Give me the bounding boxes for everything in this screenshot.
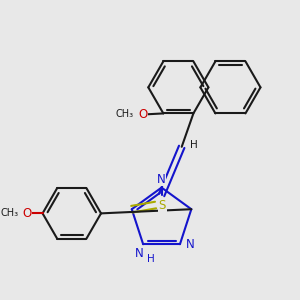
Text: CH₃: CH₃ bbox=[1, 208, 19, 218]
Text: N: N bbox=[186, 238, 195, 251]
Text: N: N bbox=[157, 173, 166, 186]
Text: O: O bbox=[22, 207, 32, 220]
Text: O: O bbox=[138, 108, 148, 121]
Text: H: H bbox=[190, 140, 198, 150]
Text: H: H bbox=[147, 254, 154, 264]
Text: S: S bbox=[159, 199, 166, 212]
Text: N: N bbox=[135, 247, 143, 260]
Text: CH₃: CH₃ bbox=[116, 109, 134, 119]
